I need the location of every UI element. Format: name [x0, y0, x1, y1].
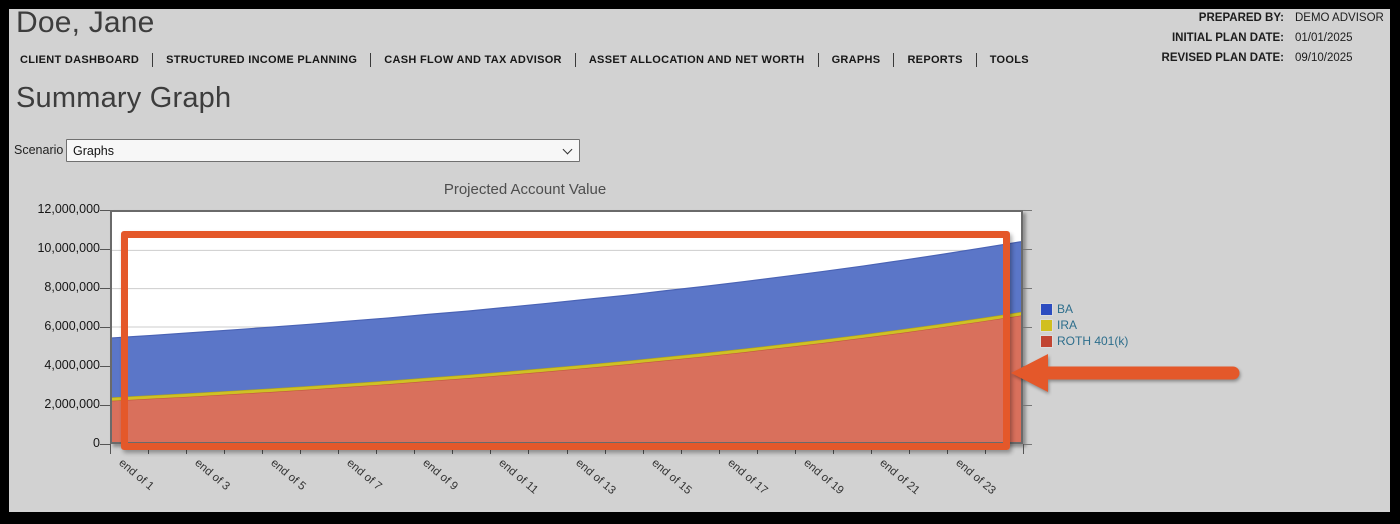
legend-label: BA: [1057, 302, 1074, 316]
y-axis-tick-right: [1023, 210, 1032, 211]
chart-legend: BA IRA ROTH 401(k): [1040, 301, 1128, 349]
scenario-label: Scenario: [14, 143, 64, 157]
stacked-area-chart: [112, 241, 1021, 442]
legend-label: ROTH 401(k): [1057, 334, 1129, 348]
area-edge: [112, 241, 1021, 339]
nav-item-reports[interactable]: REPORTS: [907, 54, 963, 66]
y-axis-label: 2,000,000: [44, 397, 100, 411]
y-axis-label: 8,000,000: [44, 280, 100, 294]
revised-plan-date-value: 09/10/2025: [1295, 52, 1353, 64]
y-axis-tick: [100, 444, 110, 445]
chart-plot-area: [110, 210, 1023, 444]
chart-title: Projected Account Value: [443, 181, 607, 198]
legend-swatch-icon: [1040, 334, 1053, 348]
nav-separator: [574, 53, 576, 67]
y-axis-label: 12,000,000: [37, 202, 100, 216]
y-axis-tick: [100, 327, 110, 328]
nav-item-structured-income-planning[interactable]: STRUCTURED INCOME PLANNING: [166, 54, 358, 66]
client-name: Doe, Jane: [16, 6, 155, 39]
annotation-highlight-rect: [121, 231, 1010, 450]
y-axis-tick-right: [1023, 327, 1032, 328]
nav-separator: [152, 53, 154, 67]
nav-separator: [975, 53, 977, 67]
prepared-by-label: PREPARED BY:: [1198, 12, 1284, 24]
y-axis-tick-right: [1023, 444, 1032, 445]
y-axis-tick: [100, 405, 110, 406]
legend-label: IRA: [1057, 318, 1078, 332]
revised-plan-date-label: REVISED PLAN DATE:: [1161, 52, 1284, 64]
prepared-by-value: DEMO ADVISOR: [1295, 12, 1384, 24]
page-title: Summary Graph: [16, 82, 232, 114]
scenario-dropdown-wrap: Graphs: [66, 139, 580, 162]
y-axis-tick-right: [1023, 288, 1032, 289]
y-axis-tick: [100, 366, 110, 367]
nav-item-graphs[interactable]: GRAPHS: [831, 54, 881, 66]
y-axis-tick-right: [1023, 249, 1032, 250]
nav-separator: [893, 53, 895, 67]
y-axis-label: 6,000,000: [44, 319, 100, 333]
nav-item-asset-allocation-and-net-worth[interactable]: ASSET ALLOCATION AND NET WORTH: [588, 54, 805, 66]
legend-item: BA: [1040, 301, 1128, 317]
legend-item: IRA: [1040, 317, 1128, 333]
nav-item-cash-flow-and-tax-advisor[interactable]: CASH FLOW AND TAX ADVISOR: [384, 54, 562, 66]
y-axis-tick: [100, 249, 110, 250]
main-nav: CLIENT DASHBOARD STRUCTURED INCOME PLANNI…: [20, 53, 1029, 67]
scenario-dropdown[interactable]: Graphs: [66, 139, 580, 162]
y-axis-label: 0: [93, 436, 100, 450]
area-series-ba: [112, 241, 1021, 398]
legend-swatch-icon: [1040, 302, 1053, 316]
y-axis-tick-right: [1023, 405, 1032, 406]
y-axis-label: 10,000,000: [37, 241, 100, 255]
initial-plan-date-value: 01/01/2025: [1295, 32, 1353, 44]
legend-item: ROTH 401(k): [1040, 333, 1128, 349]
plan-info: PREPARED BY: DEMO ADVISOR INITIAL PLAN D…: [1162, 12, 1385, 64]
nav-item-tools[interactable]: TOOLS: [989, 54, 1029, 66]
y-axis-label: 4,000,000: [44, 358, 100, 372]
nav-separator: [370, 53, 372, 67]
nav-item-client-dashboard[interactable]: CLIENT DASHBOARD: [20, 54, 140, 66]
x-axis-tick: [110, 444, 111, 454]
legend-swatch-icon: [1040, 318, 1053, 332]
arrow-head: [1011, 354, 1048, 392]
nav-separator: [817, 53, 819, 67]
initial-plan-date-label: INITIAL PLAN DATE:: [1171, 32, 1284, 44]
annotation-arrow: [1011, 354, 1240, 392]
x-axis-tick: [1023, 444, 1024, 454]
area-series-roth-401-k-: [112, 315, 1021, 442]
y-axis-tick: [100, 210, 110, 211]
y-axis-tick: [100, 288, 110, 289]
